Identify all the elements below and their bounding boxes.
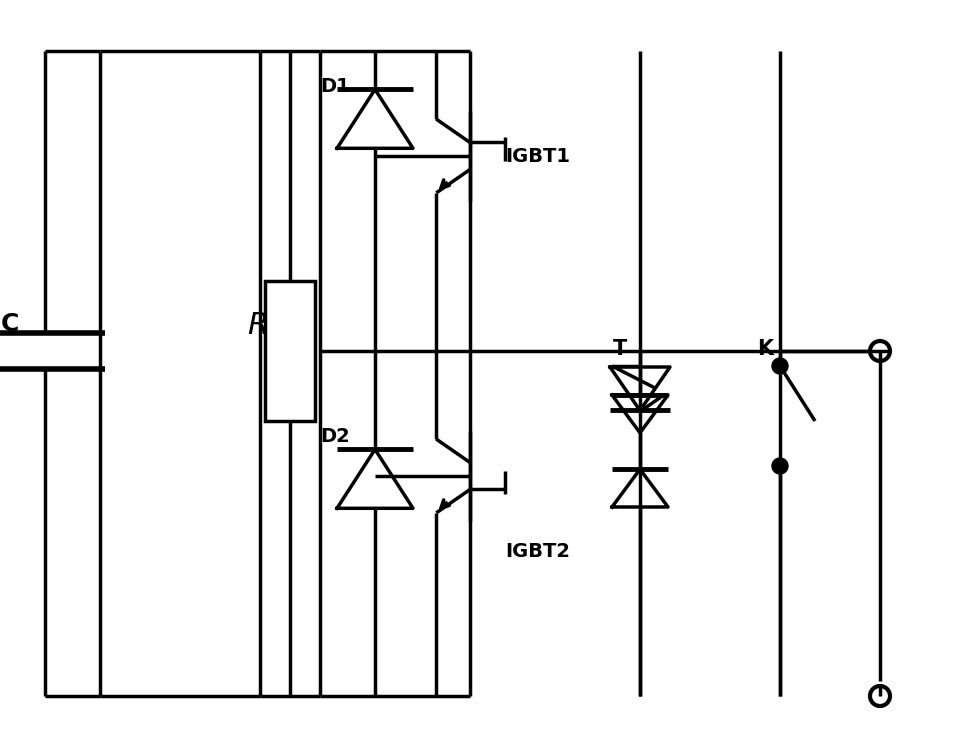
Text: D1: D1	[320, 77, 350, 96]
Text: D2: D2	[320, 427, 350, 446]
Text: $R$: $R$	[246, 310, 266, 341]
Bar	[265, 281, 315, 421]
Text: IGBT1: IGBT1	[505, 147, 570, 166]
Text: K: K	[756, 339, 772, 359]
Text: C: C	[1, 312, 19, 336]
Text: IGBT2: IGBT2	[505, 542, 570, 561]
Circle shape	[771, 358, 787, 374]
Circle shape	[771, 458, 787, 474]
Text: T: T	[612, 339, 627, 359]
